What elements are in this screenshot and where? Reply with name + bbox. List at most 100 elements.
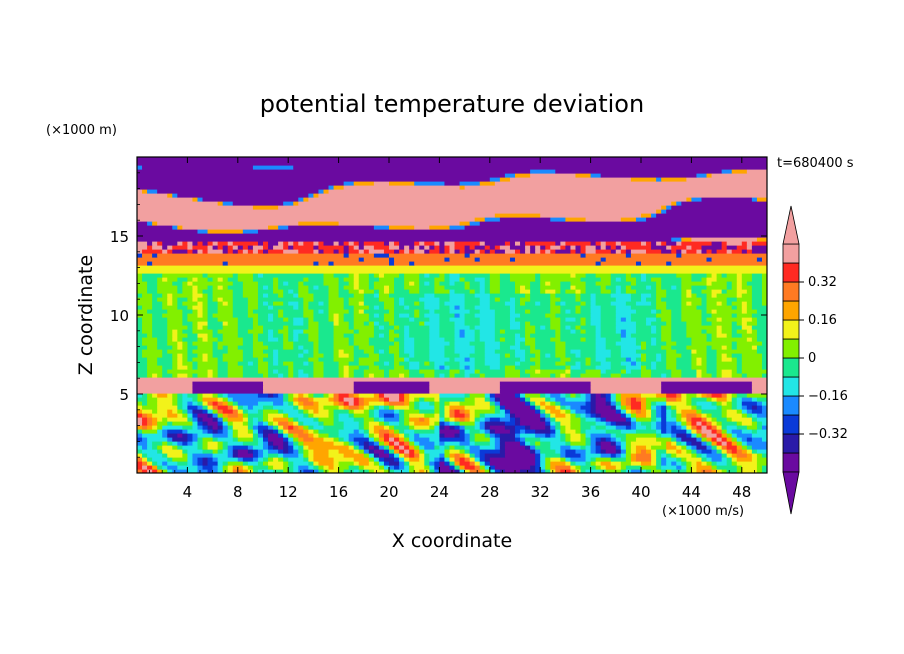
heatmap-cell-run [751, 421, 758, 426]
heatmap-cell-run [656, 317, 662, 322]
heatmap-cell-run [484, 277, 491, 282]
heatmap-cell-run [580, 297, 592, 302]
heatmap-cell-run [585, 413, 592, 418]
x-tick-label: 24 [430, 483, 449, 501]
heatmap-cell-run [741, 281, 748, 286]
heatmap-cell-run [610, 349, 622, 354]
heatmap-cell-run [515, 393, 521, 398]
heatmap-cell-run [353, 245, 360, 250]
heatmap-cell-run [303, 277, 309, 282]
heatmap-cell-run [273, 277, 279, 282]
heatmap-cell-run [676, 241, 682, 246]
heatmap-cell-run [167, 441, 173, 446]
heatmap-cell-run [192, 293, 204, 298]
heatmap-cell-run [414, 425, 430, 430]
heatmap-cell-run [439, 465, 451, 470]
heatmap-cell-run [137, 397, 148, 402]
heatmap-cell-run [273, 313, 279, 318]
y-tick-label: 10 [110, 307, 129, 325]
heatmap-cell-run [368, 401, 385, 406]
heatmap-cell-run [152, 241, 158, 246]
heatmap-cell-run [681, 317, 703, 322]
heatmap-cell-run [736, 245, 748, 250]
heatmap-cell-run [389, 449, 395, 454]
heatmap-cell-run [419, 281, 425, 286]
heatmap-cell-run [570, 365, 582, 370]
heatmap-cell-run [318, 401, 335, 406]
heatmap-cell-run [661, 381, 753, 386]
heatmap-cell-run [394, 457, 400, 462]
heatmap-cell-run [338, 417, 355, 422]
heatmap-cell-run [404, 433, 410, 438]
heatmap-cell-run [404, 441, 410, 446]
heatmap-cell-run [278, 281, 284, 286]
heatmap-cell-run [746, 373, 763, 378]
heatmap-cell-run [137, 465, 143, 470]
heatmap-cell-run [222, 409, 234, 414]
heatmap-cell-run [439, 317, 451, 322]
heatmap-cell-run [177, 357, 183, 362]
heatmap-cell-run [303, 441, 335, 446]
heatmap-cell-run [741, 449, 748, 454]
heatmap-cell-run [313, 461, 320, 466]
heatmap-cell-run [575, 317, 582, 322]
heatmap-cell-run [182, 337, 199, 342]
heatmap-cell-run [172, 297, 178, 302]
heatmap-cell-run [555, 433, 561, 438]
heatmap-cell-run [283, 433, 289, 438]
heatmap-cell-run [137, 433, 143, 438]
heatmap-cell-run [635, 289, 657, 294]
heatmap-cell-run [137, 237, 672, 242]
heatmap-cell-run [162, 469, 168, 473]
heatmap-cell-run [434, 421, 440, 426]
heatmap-cell-run [630, 285, 647, 290]
heatmap-cell-run [434, 469, 440, 473]
heatmap-cell-run [726, 445, 738, 450]
heatmap-cell-run [741, 465, 758, 470]
heatmap-cell-run [535, 329, 556, 334]
heatmap-cell-run [454, 329, 461, 334]
heatmap-cell-run [530, 449, 536, 454]
heatmap-cell-run [338, 405, 345, 410]
heatmap-cell-run [489, 285, 501, 290]
heatmap-cell-run [610, 365, 627, 370]
heatmap-cell-run [273, 429, 279, 434]
heatmap-cell-run [419, 397, 425, 402]
heatmap-cell-run [746, 321, 758, 326]
heatmap-cell-run [459, 461, 471, 466]
heatmap-cell-run [167, 301, 173, 306]
heatmap-cell-run [278, 313, 284, 318]
heatmap-cell-run [756, 257, 763, 262]
heatmap-cell-run [328, 433, 340, 438]
heatmap-cell-run [464, 357, 471, 362]
heatmap-cell-run [761, 281, 767, 286]
heatmap-cell-run [686, 293, 692, 298]
heatmap-cell-run [600, 241, 607, 246]
heatmap-cell-run [540, 349, 556, 354]
heatmap-cell-run [252, 349, 264, 354]
heatmap-cell-run [378, 325, 385, 330]
heatmap-cell-run [394, 353, 400, 358]
heatmap-cell-run [409, 325, 430, 330]
heatmap-cell-run [535, 445, 551, 450]
colorbar-tick-label: 0.16 [808, 313, 837, 328]
heatmap-cell-run [509, 241, 516, 246]
heatmap-cell-run [444, 445, 451, 450]
heatmap-cell-run [394, 297, 400, 302]
heatmap-cell-run [444, 457, 451, 462]
heatmap-cell-run [409, 437, 415, 442]
heatmap-cell-run [484, 421, 506, 426]
heatmap-cell-run [182, 357, 188, 362]
heatmap-cell-run [404, 329, 410, 334]
heatmap-cell-run [449, 449, 461, 454]
heatmap-cell-run [615, 321, 637, 326]
heatmap-cell-run [192, 409, 204, 414]
heatmap-cell-run [751, 345, 758, 350]
heatmap-cell-run [550, 413, 556, 418]
heatmap-cell-run [444, 249, 451, 254]
heatmap-cell-run [394, 361, 400, 366]
heatmap-cell-run [726, 301, 733, 306]
heatmap-cell-run [414, 453, 420, 458]
heatmap-cell-run [227, 321, 239, 326]
heatmap-cell-run [550, 309, 561, 314]
